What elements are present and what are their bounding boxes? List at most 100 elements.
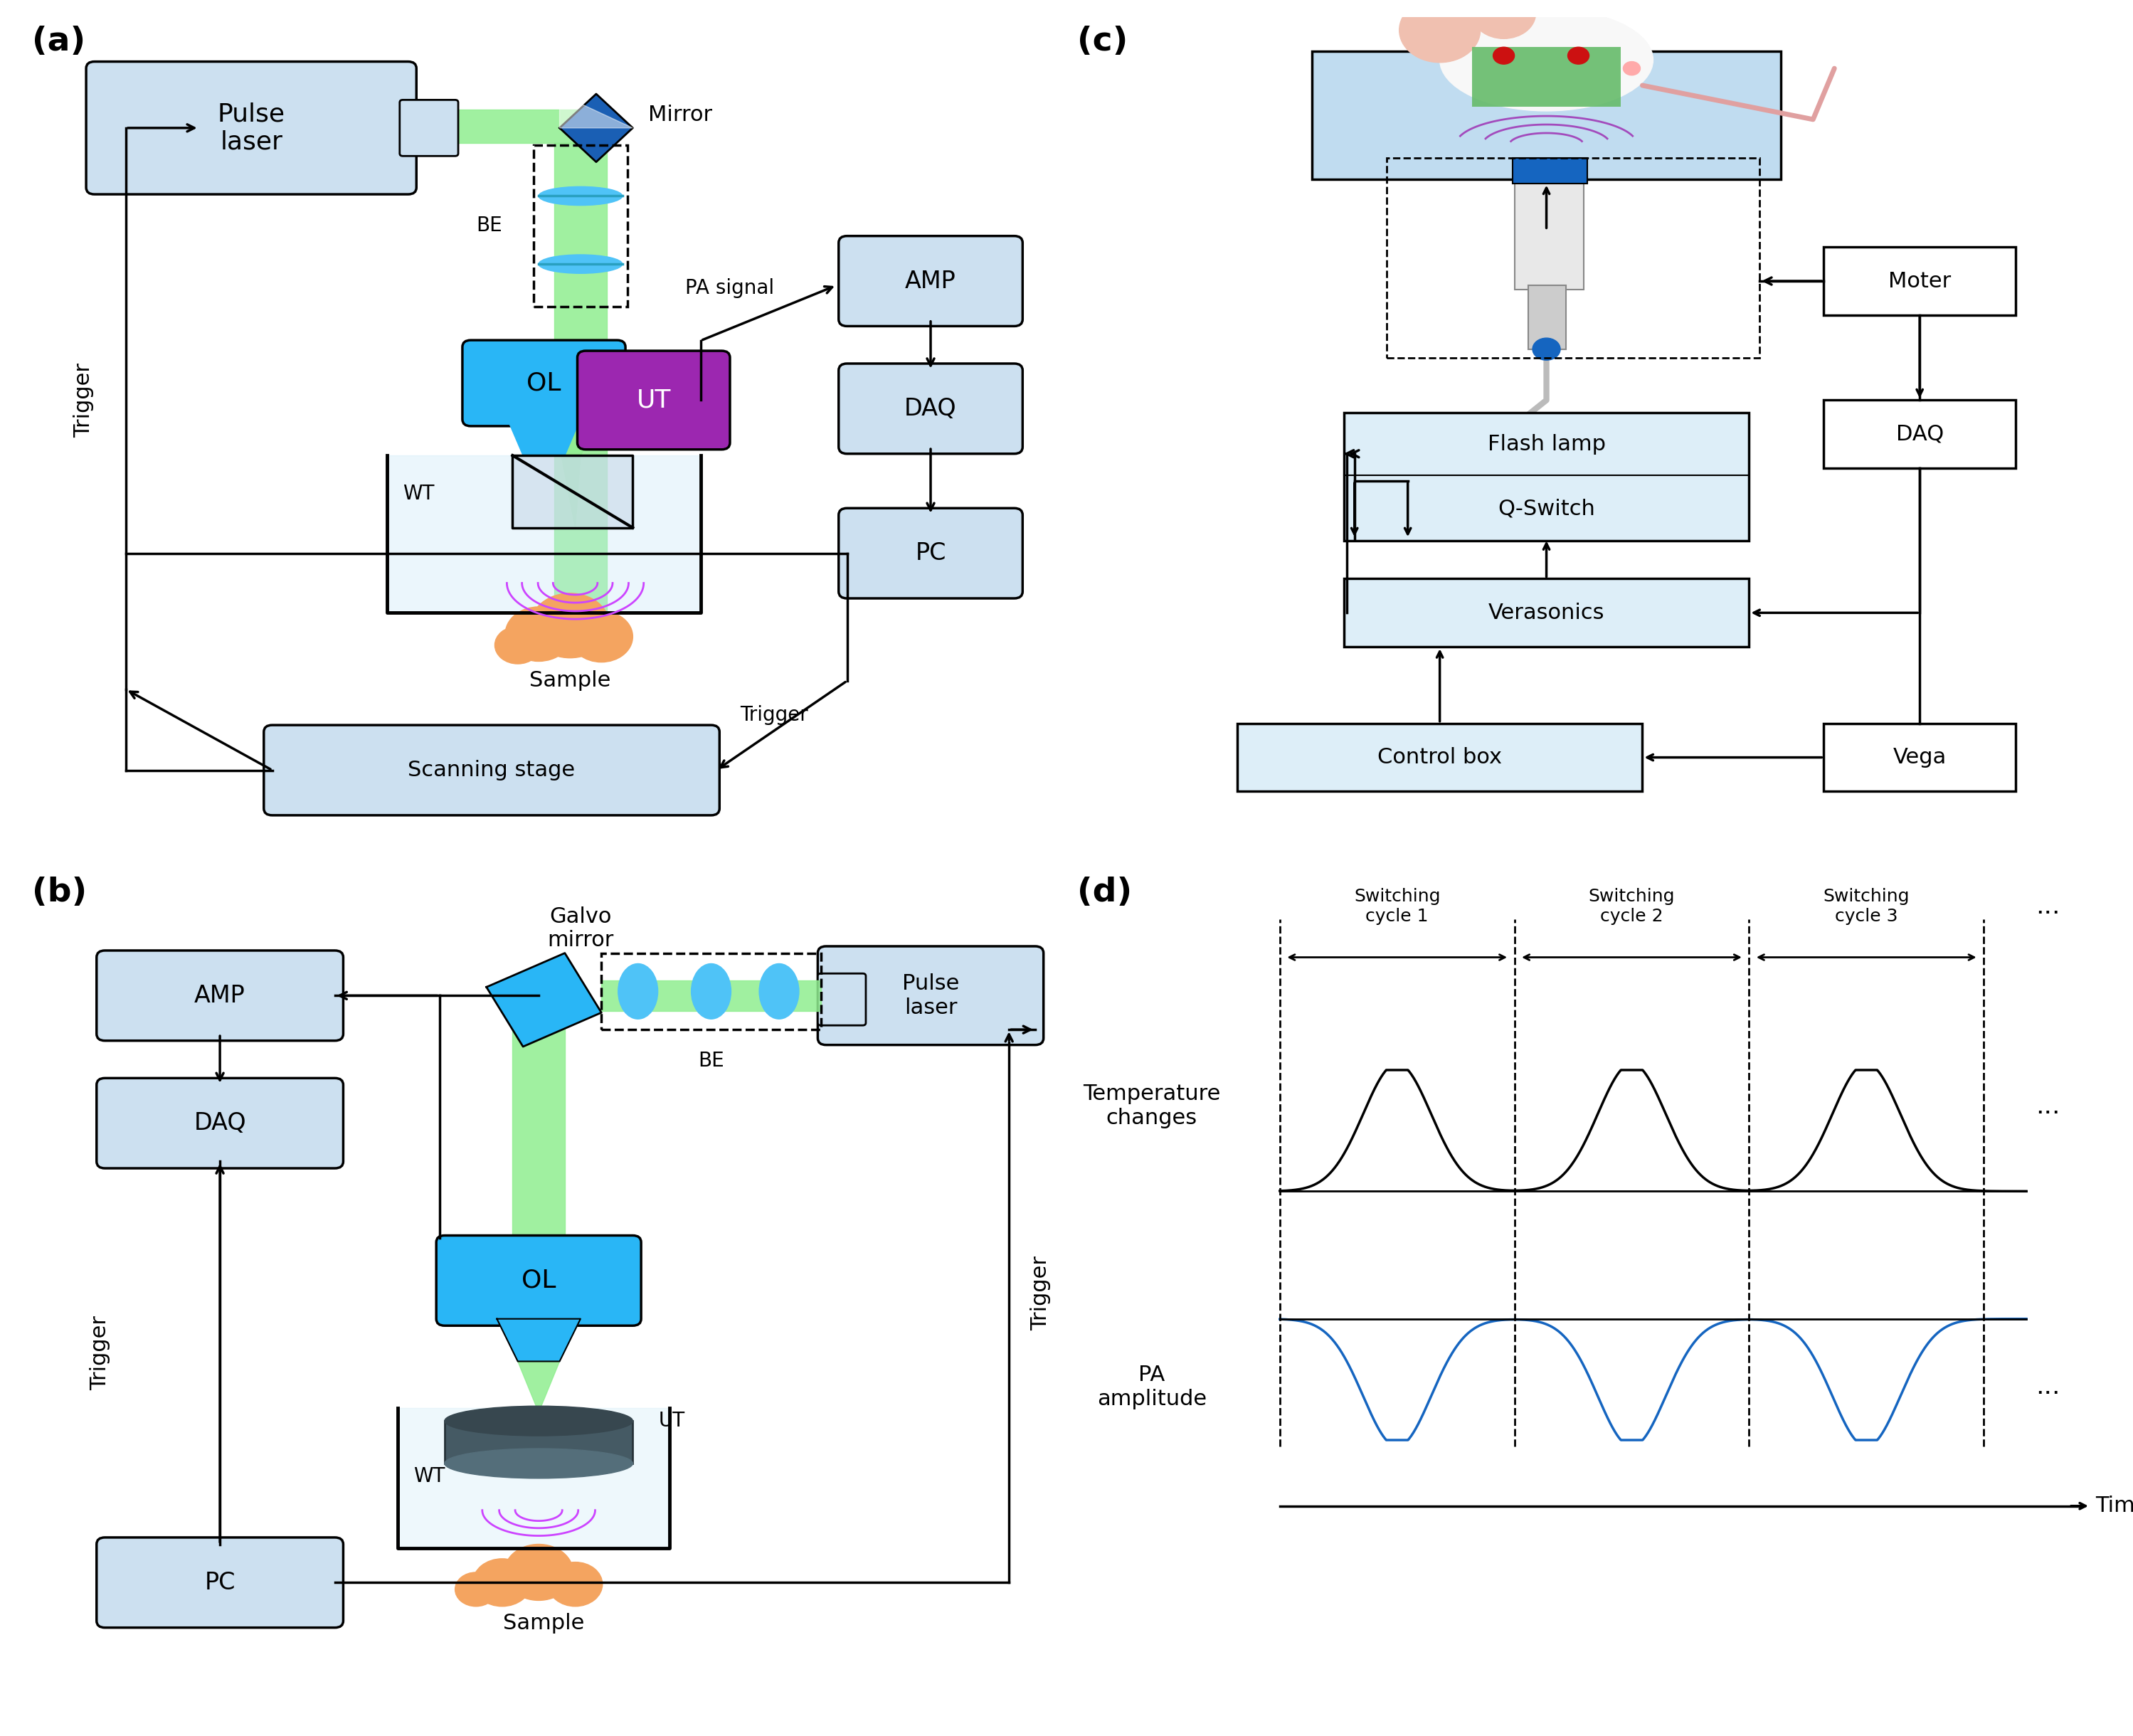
Text: Switching
cycle 1: Switching cycle 1 xyxy=(1354,887,1440,925)
FancyBboxPatch shape xyxy=(96,1538,343,1628)
Bar xyxy=(1514,175,1583,290)
Polygon shape xyxy=(497,1319,580,1361)
Text: WT: WT xyxy=(414,1467,446,1486)
FancyBboxPatch shape xyxy=(817,974,866,1026)
Text: Moter: Moter xyxy=(1888,271,1952,292)
Bar xyxy=(1512,158,1587,184)
Text: Sample: Sample xyxy=(503,1613,584,1634)
Text: Pulse
laser: Pulse laser xyxy=(218,102,286,155)
Circle shape xyxy=(495,627,542,663)
Text: DAQ: DAQ xyxy=(904,398,958,420)
Text: Control box: Control box xyxy=(1378,746,1502,767)
Circle shape xyxy=(1472,0,1536,38)
Circle shape xyxy=(1568,47,1589,64)
Circle shape xyxy=(570,611,634,661)
Text: BE: BE xyxy=(697,1050,725,1071)
FancyBboxPatch shape xyxy=(85,61,416,194)
FancyBboxPatch shape xyxy=(817,946,1043,1045)
Bar xyxy=(1527,285,1566,349)
Text: WT: WT xyxy=(403,484,435,503)
Text: ...: ... xyxy=(2035,894,2060,918)
FancyBboxPatch shape xyxy=(96,1078,343,1168)
Bar xyxy=(602,953,821,1029)
Text: OL: OL xyxy=(527,372,561,396)
FancyBboxPatch shape xyxy=(96,951,343,1040)
Bar xyxy=(1824,401,2016,469)
Text: AMP: AMP xyxy=(194,984,245,1007)
Bar xyxy=(1344,413,1749,540)
FancyBboxPatch shape xyxy=(437,1236,642,1326)
FancyBboxPatch shape xyxy=(838,236,1022,326)
Text: ...: ... xyxy=(2035,1094,2060,1118)
Text: PC: PC xyxy=(205,1571,235,1594)
Text: AMP: AMP xyxy=(904,269,956,293)
Ellipse shape xyxy=(759,963,800,1019)
Bar xyxy=(1386,158,1760,358)
Bar xyxy=(1472,47,1621,106)
Text: DAQ: DAQ xyxy=(194,1111,245,1135)
Text: (d): (d) xyxy=(1077,877,1133,908)
Polygon shape xyxy=(518,1361,559,1413)
Text: PC: PC xyxy=(915,542,947,564)
FancyBboxPatch shape xyxy=(838,509,1022,599)
Circle shape xyxy=(1623,61,1640,75)
Text: Pulse
laser: Pulse laser xyxy=(902,974,960,1017)
Ellipse shape xyxy=(1440,9,1653,111)
Circle shape xyxy=(1399,0,1480,62)
FancyBboxPatch shape xyxy=(399,101,459,156)
Circle shape xyxy=(1493,47,1514,64)
Circle shape xyxy=(454,1573,497,1606)
Text: Mirror: Mirror xyxy=(648,104,712,125)
Text: Vega: Vega xyxy=(1892,746,1947,767)
Circle shape xyxy=(531,594,610,658)
Ellipse shape xyxy=(444,1448,634,1479)
Text: (c): (c) xyxy=(1077,26,1128,57)
Text: UT: UT xyxy=(636,389,672,411)
Bar xyxy=(1237,724,1642,792)
Polygon shape xyxy=(559,94,634,128)
Text: DAQ: DAQ xyxy=(1896,424,1943,444)
Circle shape xyxy=(548,1562,602,1606)
Bar xyxy=(1824,724,2016,792)
Text: ...: ... xyxy=(2035,1375,2060,1399)
FancyBboxPatch shape xyxy=(578,351,729,450)
Text: Trigger: Trigger xyxy=(75,363,94,437)
Text: Time (s): Time (s) xyxy=(2095,1496,2133,1516)
Bar xyxy=(444,1420,634,1463)
Polygon shape xyxy=(512,455,634,528)
Text: Verasonics: Verasonics xyxy=(1489,602,1604,623)
Ellipse shape xyxy=(691,963,732,1019)
Text: (a): (a) xyxy=(32,26,85,57)
Bar xyxy=(1824,247,2016,316)
Bar xyxy=(533,144,627,307)
Polygon shape xyxy=(559,94,634,161)
Polygon shape xyxy=(508,418,580,455)
FancyBboxPatch shape xyxy=(463,340,625,425)
Text: PA signal: PA signal xyxy=(685,278,774,299)
Bar xyxy=(1312,52,1781,179)
FancyBboxPatch shape xyxy=(838,363,1022,453)
Polygon shape xyxy=(486,953,602,1047)
Text: Switching
cycle 3: Switching cycle 3 xyxy=(1824,887,1909,925)
Text: Trigger: Trigger xyxy=(90,1316,111,1391)
Text: Trigger: Trigger xyxy=(1030,1255,1052,1332)
Text: Switching
cycle 2: Switching cycle 2 xyxy=(1589,887,1674,925)
Circle shape xyxy=(503,1545,574,1601)
Text: PA
amplitude: PA amplitude xyxy=(1096,1364,1207,1410)
Text: (b): (b) xyxy=(32,877,87,908)
FancyBboxPatch shape xyxy=(264,726,719,816)
Ellipse shape xyxy=(619,963,657,1019)
Text: Scanning stage: Scanning stage xyxy=(407,760,576,781)
Text: Galvo
mirror: Galvo mirror xyxy=(548,906,614,951)
Text: Trigger: Trigger xyxy=(740,705,808,726)
Text: BE: BE xyxy=(476,215,501,236)
Text: UT: UT xyxy=(659,1411,685,1430)
Text: Q-Switch: Q-Switch xyxy=(1497,498,1595,519)
Ellipse shape xyxy=(540,187,623,205)
Ellipse shape xyxy=(540,255,623,273)
Bar xyxy=(1344,578,1749,648)
Circle shape xyxy=(506,608,572,661)
Ellipse shape xyxy=(444,1406,634,1436)
Polygon shape xyxy=(555,418,602,528)
Circle shape xyxy=(474,1559,531,1606)
